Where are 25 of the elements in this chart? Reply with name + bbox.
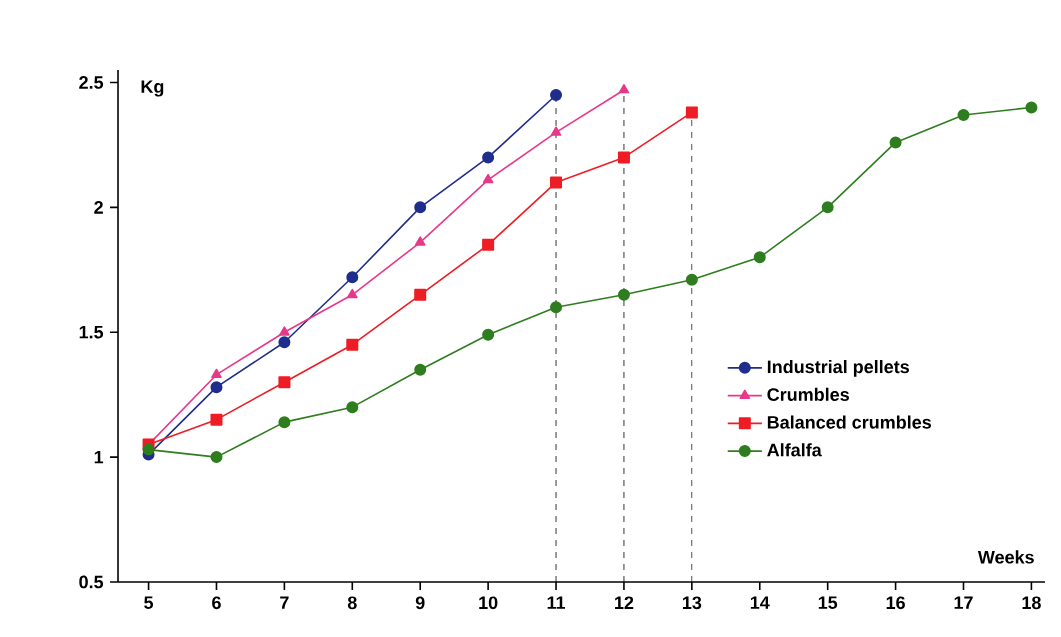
y-axis-title: Kg [141,80,164,97]
x-tick-label: 12 [615,596,634,609]
x-tick-label: 9 [415,596,425,610]
x-tick-label: 18 [1022,596,1041,610]
x-tick-label: 17 [954,596,973,609]
x-tick-label: 7 [280,596,289,609]
x-tick-label: 8 [347,596,357,610]
legend-label: Crumbles [767,387,849,401]
legend-label: Balanced crumbles [767,415,931,429]
x-tick-label: 15 [818,596,838,609]
x-axis-title: Weeks [977,550,1034,564]
y-tick-label: 1 [94,450,104,464]
y-tick-label: 2 [94,201,103,214]
x-tick-label: 6 [212,596,221,610]
y-tick-label: 0.5 [79,575,104,589]
legend-label: Alfalfa [767,443,822,457]
x-tick-label: 10 [479,596,498,610]
x-tick-label: 14 [750,596,770,609]
x-tick-label: 11 [547,596,566,609]
legend-label: Industrial pellets [767,359,909,377]
x-tick-label: 5 [144,596,154,609]
x-tick-label: 16 [886,596,905,610]
x-tick-label: 13 [682,596,702,610]
y-tick-label: 2.5 [79,76,104,89]
y-tick-label: 1.5 [79,325,104,339]
